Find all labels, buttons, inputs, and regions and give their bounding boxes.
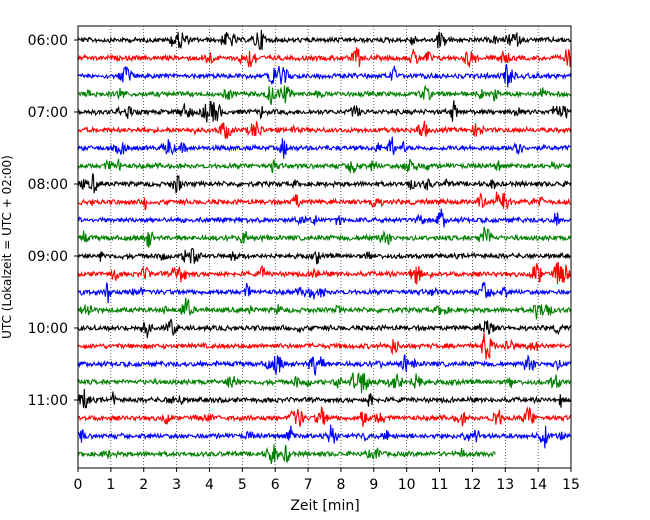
x-tick-label: 7 [304,477,313,493]
seismogram-traces [77,29,572,465]
trace-0830 [77,208,572,228]
x-tick-label: 8 [336,477,345,493]
x-tick-label: 10 [398,477,416,493]
x-tick-label: 14 [529,477,547,493]
trace-0630 [77,64,572,88]
x-tick-label: 1 [106,477,115,493]
trace-0645 [77,84,572,105]
trace-1030 [77,353,572,376]
y-tick-label: 11:00 [28,393,68,409]
trace-0730 [77,136,571,159]
x-tick-label: 6 [271,477,280,493]
trace-0945 [77,297,572,320]
trace-1145 [77,444,496,465]
y-tick-label: 09:00 [28,249,68,265]
trace-1045 [77,371,572,394]
trace-0745 [77,158,571,174]
trace-1130 [77,424,572,449]
trace-0930 [77,281,572,304]
y-axis-label: UTC (Lokalzeit = UTC + 02:00) [0,155,14,339]
x-tick-label: 0 [74,477,83,493]
x-tick-label: 13 [496,477,514,493]
trace-1100 [77,388,572,409]
trace-0915 [77,261,572,285]
x-axis-label: Zeit [min] [290,498,359,514]
y-tick-label: 10:00 [28,321,68,337]
trace-0715 [77,120,572,139]
y-tick-label: 06:00 [28,33,68,49]
x-tick-label: 3 [172,477,181,493]
trace-0845 [77,226,572,248]
trace-0800 [77,173,572,194]
trace-0615 [77,47,572,68]
x-tick-label: 12 [463,477,481,493]
x-tick-label: 11 [431,477,449,493]
trace-0700 [77,100,572,123]
x-tick-label: 9 [369,477,378,493]
trace-0900 [77,247,571,265]
trace-1000 [77,318,572,339]
x-tick-label: 4 [205,477,214,493]
trace-1015 [77,332,571,360]
y-axis-ticks: 06:00 07:00 08:00 09:00 10:00 11:00 [28,33,78,409]
x-tick-label: 2 [139,477,148,493]
trace-0600 [77,29,572,51]
plot-frame [77,25,572,469]
trace-1115 [77,406,572,428]
trace-0815 [77,191,571,211]
x-axis-ticks: 0 1 2 3 4 5 6 7 8 9 10 11 12 13 14 15 [74,468,580,493]
x-tick-label: 5 [238,477,247,493]
x-tick-label: 15 [562,477,580,493]
y-tick-label: 08:00 [28,177,68,193]
y-tick-label: 07:00 [28,105,68,121]
